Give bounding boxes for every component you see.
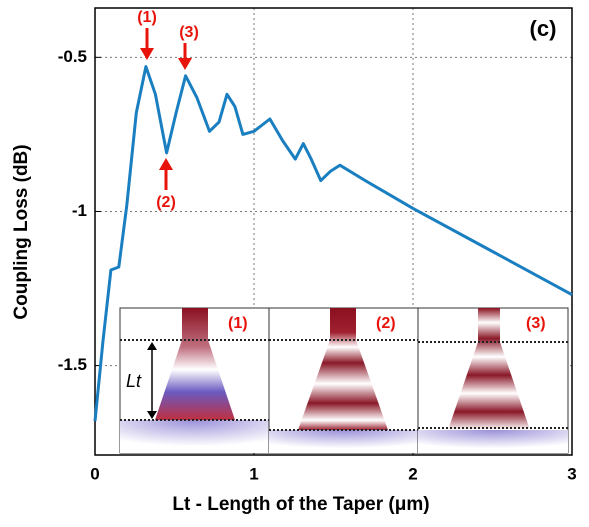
taper bbox=[298, 308, 388, 430]
annotation: (1) bbox=[137, 9, 157, 26]
y-tick-label: -0.5 bbox=[58, 47, 87, 66]
arrow-head bbox=[147, 342, 157, 350]
data-line bbox=[93, 65, 573, 422]
annotation: (2) bbox=[156, 194, 176, 211]
inset-label: (2) bbox=[376, 315, 396, 332]
inset-label: (1) bbox=[228, 315, 248, 332]
substrate bbox=[120, 420, 269, 453]
taper bbox=[448, 308, 530, 430]
inset-label: (3) bbox=[526, 315, 546, 332]
y-tick-label: -1 bbox=[72, 201, 87, 220]
plot-area: 0 1 2 3 -0.5 -1 -1.5 bbox=[58, 7, 577, 483]
substrate bbox=[269, 430, 418, 453]
arrow-head bbox=[159, 158, 173, 170]
arrow-head bbox=[147, 411, 157, 419]
x-tick-label: 0 bbox=[90, 464, 99, 483]
inset-dimension: Lt bbox=[126, 371, 142, 391]
annotations: (c) Lt - Length of the Taper (μm) Coupli… bbox=[11, 9, 556, 515]
y-axis-label: Coupling Loss (dB) bbox=[11, 144, 32, 319]
substrate bbox=[418, 430, 568, 453]
annotation: (3) bbox=[179, 24, 199, 41]
y-tick-label: -1.5 bbox=[58, 355, 87, 374]
arrow-head bbox=[140, 48, 154, 60]
arrow-head bbox=[178, 58, 192, 70]
x-tick-label: 3 bbox=[567, 464, 576, 483]
plot-frame bbox=[94, 7, 573, 456]
x-axis-label: Lt - Length of the Taper (μm) bbox=[172, 494, 429, 515]
x-tick-label: 2 bbox=[408, 464, 417, 483]
inset: Lt (1) (2) (3) bbox=[119, 307, 569, 454]
panel-label: (c) bbox=[530, 16, 557, 41]
taper bbox=[155, 308, 235, 420]
x-tick-label: 1 bbox=[249, 464, 258, 483]
